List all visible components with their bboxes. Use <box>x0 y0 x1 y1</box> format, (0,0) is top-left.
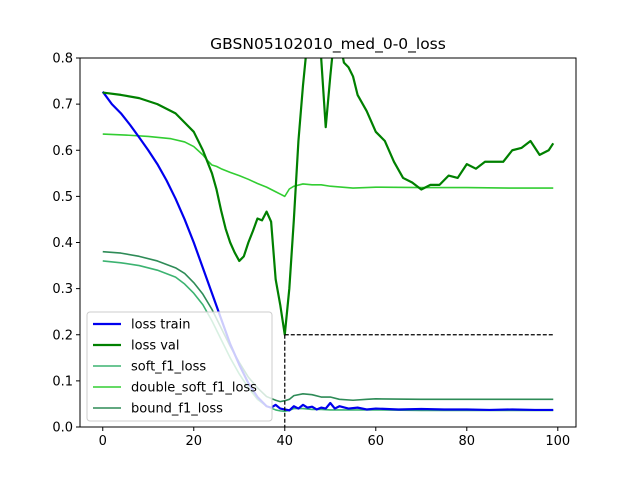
y-tick-label: 0.7 <box>52 98 73 113</box>
y-tick-label: 0.3 <box>52 282 73 297</box>
y-tick-label: 0.0 <box>52 421 73 436</box>
x-tick-label: 60 <box>368 434 385 449</box>
x-axis: 0 20 40 60 80 100 <box>99 427 570 449</box>
y-tick-label: 0.4 <box>52 236 73 251</box>
legend-label: loss train <box>131 318 191 333</box>
x-tick-label: 0 <box>99 434 107 449</box>
plot-area <box>101 58 555 413</box>
y-axis: 0.0 0.1 0.2 0.3 0.4 0.5 0.6 0.7 0.8 <box>52 52 80 436</box>
series-line-loss-train <box>101 91 554 412</box>
reference-lines <box>284 334 554 427</box>
series-line-double-soft-f1-loss <box>102 133 554 198</box>
y-tick-label: 0.1 <box>52 374 73 389</box>
y-tick-label: 0.8 <box>52 52 73 67</box>
legend-box <box>86 311 273 422</box>
series-line-loss-val <box>102 58 555 336</box>
x-tick-label: 80 <box>459 434 476 449</box>
chart-title: GBSN05102010_med_0-0_loss <box>210 35 446 54</box>
y-tick-label: 0.2 <box>52 328 73 343</box>
y-tick-label: 0.6 <box>52 144 73 159</box>
legend-label: soft_f1_loss <box>131 360 206 375</box>
legend: loss train loss val soft_f1_loss double_sof… <box>86 311 273 422</box>
y-tick-label: 0.5 <box>52 190 73 205</box>
x-tick-label: 20 <box>185 434 202 449</box>
x-tick-label: 40 <box>276 434 293 449</box>
legend-label: double_soft_f1_loss <box>131 381 257 396</box>
series-line-bound-f1-loss <box>102 250 554 403</box>
x-tick-label: 100 <box>545 434 570 449</box>
legend-label: loss val <box>131 339 180 354</box>
legend-label: bound_f1_loss <box>131 402 223 417</box>
